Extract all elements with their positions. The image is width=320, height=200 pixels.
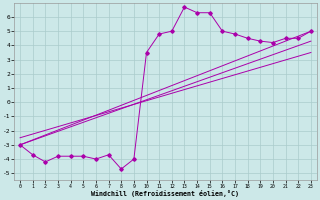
- X-axis label: Windchill (Refroidissement éolien,°C): Windchill (Refroidissement éolien,°C): [92, 190, 239, 197]
